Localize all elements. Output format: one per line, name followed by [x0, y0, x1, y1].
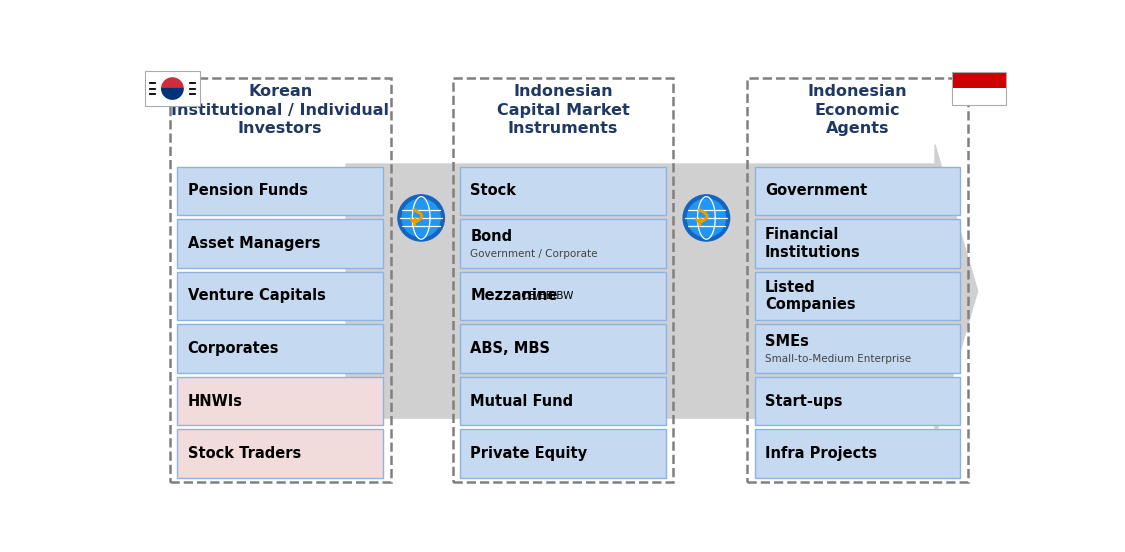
Text: Asset Managers: Asset Managers: [188, 236, 320, 251]
Text: Infra Projects: Infra Projects: [765, 446, 878, 461]
Circle shape: [170, 91, 176, 97]
Text: Corporates: Corporates: [188, 341, 279, 356]
FancyBboxPatch shape: [178, 167, 382, 215]
Text: Stock: Stock: [470, 183, 516, 198]
Text: SMEs: SMEs: [765, 335, 809, 349]
Text: Mezzanine: Mezzanine: [470, 289, 558, 304]
FancyBboxPatch shape: [755, 325, 961, 373]
FancyBboxPatch shape: [952, 88, 1006, 105]
FancyBboxPatch shape: [178, 219, 382, 268]
FancyBboxPatch shape: [178, 429, 382, 478]
Circle shape: [170, 81, 176, 86]
FancyBboxPatch shape: [460, 377, 666, 425]
FancyBboxPatch shape: [755, 272, 961, 320]
Circle shape: [402, 199, 440, 237]
Circle shape: [687, 199, 726, 237]
FancyBboxPatch shape: [178, 272, 382, 320]
Text: Indonesian
Capital Market
Instruments: Indonesian Capital Market Instruments: [496, 84, 629, 136]
FancyBboxPatch shape: [178, 377, 382, 425]
Circle shape: [683, 195, 730, 241]
Text: Mutual Fund: Mutual Fund: [470, 394, 574, 408]
Polygon shape: [162, 88, 183, 99]
FancyBboxPatch shape: [144, 71, 200, 107]
FancyBboxPatch shape: [755, 429, 961, 478]
FancyBboxPatch shape: [952, 72, 1006, 88]
Text: Pension Funds: Pension Funds: [188, 183, 307, 198]
FancyBboxPatch shape: [460, 219, 666, 268]
Text: Korean
Institutional / Individual
Investors: Korean Institutional / Individual Invest…: [171, 84, 389, 136]
Text: Private Equity: Private Equity: [470, 446, 587, 461]
FancyBboxPatch shape: [755, 377, 961, 425]
FancyBboxPatch shape: [460, 272, 666, 320]
FancyBboxPatch shape: [460, 429, 666, 478]
Text: ABS, MBS: ABS, MBS: [470, 341, 550, 356]
Polygon shape: [346, 145, 978, 437]
Text: Indonesian
Economic
Agents: Indonesian Economic Agents: [808, 84, 907, 136]
Text: Venture Capitals: Venture Capitals: [188, 289, 325, 304]
Text: Government / Corporate: Government / Corporate: [470, 249, 597, 259]
Text: Start-ups: Start-ups: [765, 394, 843, 408]
Text: Small-to-Medium Enterprise: Small-to-Medium Enterprise: [765, 354, 911, 364]
Text: Stock Traders: Stock Traders: [188, 446, 300, 461]
FancyBboxPatch shape: [755, 219, 961, 268]
FancyBboxPatch shape: [178, 325, 382, 373]
Text: CB/EB/BW: CB/EB/BW: [518, 291, 574, 301]
Text: Government: Government: [765, 183, 867, 198]
FancyBboxPatch shape: [460, 167, 666, 215]
Text: Financial
Institutions: Financial Institutions: [765, 227, 861, 259]
Text: Listed
Companies: Listed Companies: [765, 280, 855, 312]
Circle shape: [398, 195, 444, 241]
Text: Bond: Bond: [470, 229, 513, 244]
Polygon shape: [162, 78, 183, 88]
FancyBboxPatch shape: [755, 167, 961, 215]
FancyBboxPatch shape: [460, 325, 666, 373]
Text: HNWIs: HNWIs: [188, 394, 243, 408]
